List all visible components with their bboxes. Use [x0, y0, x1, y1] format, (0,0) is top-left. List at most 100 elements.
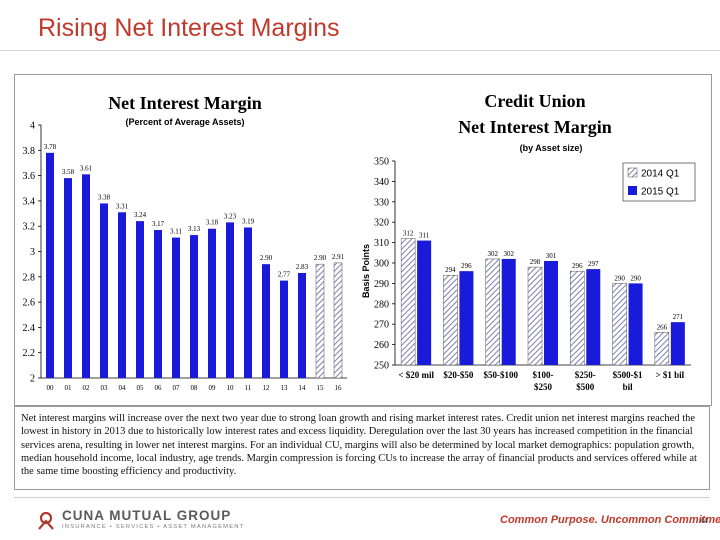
left-y-tick-label: 3.8 [23, 146, 36, 157]
left-bar-value-label: 3.13 [188, 225, 201, 233]
commentary-text: Net interest margins will increase over … [14, 406, 710, 490]
left-bar-value-label: 3.24 [134, 211, 147, 219]
right-legend: 2014 Q1 2015 Q1 [622, 162, 696, 202]
left-bar-value-label: 2.83 [296, 263, 309, 271]
left-x-tick-label: 12 [263, 384, 271, 392]
right-bar-value-label: 296 [461, 262, 472, 270]
right-bar-2015 [586, 269, 601, 365]
right-bar-2015 [417, 240, 432, 365]
right-bar-2015 [628, 283, 643, 365]
right-bar-value-label: 290 [614, 274, 625, 282]
right-bar-2015 [459, 271, 474, 365]
left-bar-value-label: 3.38 [98, 193, 111, 201]
left-x-tick-label: 14 [299, 384, 307, 392]
left-bar [46, 152, 54, 378]
title-divider [0, 50, 720, 51]
right-bar-value-label: 290 [630, 274, 641, 282]
logo-tagline: INSURANCE • SERVICES • ASSET MANAGEMENT [62, 524, 245, 530]
right-y-tick-label: 280 [374, 299, 389, 310]
left-bar [82, 174, 90, 378]
left-bar-value-label: 2.90 [260, 254, 273, 262]
right-bar-2014 [654, 332, 670, 366]
right-bar-value-label: 294 [445, 266, 456, 274]
left-x-tick-label: 11 [245, 384, 252, 392]
left-x-tick-label: 05 [137, 384, 145, 392]
legend-label-2015: 2015 Q1 [641, 187, 680, 198]
right-chart-subtitle: (by Asset size) [520, 143, 583, 153]
left-y-tick-label: 2.2 [23, 348, 36, 359]
left-x-tick-label: 02 [83, 384, 91, 392]
left-bar-value-label: 3.11 [170, 228, 182, 236]
right-bar-value-label: 266 [657, 323, 668, 331]
left-bar-value-label: 3.19 [242, 217, 255, 225]
right-x-tick-label: $500 [576, 382, 595, 392]
left-bar [172, 237, 180, 378]
left-chart: Net Interest Margin (Percent of Average … [23, 93, 347, 392]
right-bar-value-label: 311 [419, 232, 430, 240]
left-x-tick-label: 00 [47, 384, 55, 392]
right-bar-value-label: 296 [572, 262, 583, 270]
charts-panel: Net Interest Margin (Percent of Average … [14, 74, 712, 406]
right-y-tick-label: 300 [374, 259, 389, 270]
charts-svg: Net Interest Margin (Percent of Average … [23, 91, 696, 392]
right-bar-2015 [670, 322, 685, 365]
logo-wordmark: CUNA MUTUAL GROUP [62, 508, 232, 523]
left-bar-value-label: 3.17 [152, 220, 165, 228]
right-x-tick-label: $250- [575, 370, 596, 380]
left-x-tick-label: 04 [119, 384, 127, 392]
left-bar-value-label: 3.23 [224, 212, 237, 220]
left-x-tick-label: 13 [281, 384, 289, 392]
left-chart-title: Net Interest Margin [108, 93, 262, 113]
right-y-tick-label: 270 [374, 320, 389, 331]
right-y-tick-label: 250 [374, 361, 389, 372]
right-x-tick-label: $50-$100 [483, 370, 518, 380]
right-y-tick-label: 260 [374, 340, 389, 351]
left-x-tick-label: 08 [191, 384, 199, 392]
left-x-tick-label: 09 [209, 384, 217, 392]
logo-mark-icon [38, 511, 54, 530]
left-x-axis: 00 01 02 03 04 05 06 07 08 09 10 11 12 13 14 15 16 [47, 384, 343, 392]
left-y-tick-label: 3.6 [23, 171, 36, 182]
right-bar-2014 [612, 283, 627, 366]
left-value-labels: 3.78 3.58 3.61 3.38 3.31 3.24 3.17 3.11 3.13 3.18… [44, 143, 345, 279]
right-bar-value-label: 312 [403, 230, 414, 238]
right-y-tick-label: 340 [374, 177, 389, 188]
left-y-tick-label: 3.4 [23, 196, 36, 207]
right-x-tick-label: $500-$1 [613, 370, 643, 380]
right-bar-2014 [527, 266, 543, 366]
right-y-tick-label: 320 [374, 218, 389, 229]
right-bar-value-label: 298 [530, 258, 541, 266]
right-bar-2014 [443, 274, 458, 366]
right-bar-2014 [570, 270, 585, 366]
left-y-tick-label: 2.8 [23, 272, 36, 283]
left-bar-value-label: 2.90 [314, 254, 327, 262]
left-bar [118, 212, 126, 378]
right-bar-2015 [501, 258, 516, 365]
left-bars [46, 152, 343, 379]
left-y-tick-label: 2 [30, 374, 35, 385]
left-y-axis: 22.22.42.62.833.23.43.63.84 [23, 121, 347, 385]
legend-swatch-2015 [628, 186, 637, 195]
left-bar-value-label: 2.91 [332, 253, 345, 261]
right-bar-2014 [485, 258, 500, 366]
right-bar-value-label: 271 [673, 313, 684, 321]
right-bar-value-label: 302 [487, 250, 498, 258]
left-y-tick-label: 3 [30, 247, 35, 258]
left-x-tick-label: 06 [155, 384, 163, 392]
left-y-tick-label: 3.2 [23, 222, 36, 233]
left-bar [333, 262, 343, 379]
left-bar [100, 203, 108, 378]
left-bar [315, 263, 325, 379]
right-x-tick-label: > $1 bil [656, 370, 685, 380]
left-bar [154, 229, 162, 378]
footer-divider [14, 497, 710, 498]
legend-swatch-2014 [627, 167, 638, 178]
left-bar-value-label: 3.58 [62, 168, 75, 176]
right-x-tick-label: bil [623, 382, 634, 392]
right-chart-title-line1: Credit Union [484, 91, 585, 111]
right-x-axis: < $20 mil $20-$50 $50-$100 $100- $250 $250- $5… [398, 370, 684, 392]
left-bar [190, 235, 198, 378]
left-bar-value-label: 3.78 [44, 143, 57, 151]
right-x-tick-label: $250 [534, 382, 553, 392]
right-bar-2015 [544, 260, 558, 365]
